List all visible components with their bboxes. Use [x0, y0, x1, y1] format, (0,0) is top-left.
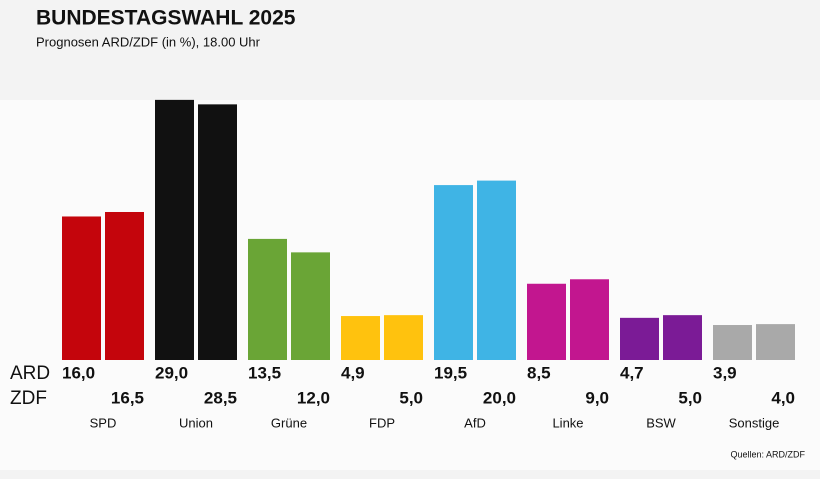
value-label: 8,5 — [527, 363, 551, 382]
category-label: Union — [179, 415, 213, 430]
category-label: BSW — [646, 415, 676, 430]
value-label: 5,0 — [399, 388, 423, 407]
value-label: 29,0 — [155, 363, 188, 382]
category-label: Sonstige — [729, 415, 780, 430]
category-label: AfD — [464, 415, 486, 430]
category-label: FDP — [369, 415, 395, 430]
value-label: 20,0 — [483, 388, 516, 407]
bar — [713, 325, 752, 360]
bar — [527, 283, 566, 360]
value-label: 13,5 — [248, 363, 281, 382]
bar — [434, 185, 473, 360]
category-label: SPD — [90, 415, 117, 430]
bar — [198, 104, 237, 360]
category-label: Linke — [552, 415, 583, 430]
series-label: ZDF — [10, 388, 47, 409]
bar — [570, 279, 609, 360]
series-label: ARD — [10, 363, 50, 384]
source: Quellen: ARD/ZDF — [730, 449, 805, 459]
value-label: 9,0 — [585, 388, 609, 407]
category-label: Grüne — [271, 415, 307, 430]
value-label: 4,0 — [771, 388, 795, 407]
value-label: 4,7 — [620, 363, 644, 382]
bar — [620, 317, 659, 360]
value-label: 12,0 — [297, 388, 330, 407]
value-label: 3,9 — [713, 363, 737, 382]
value-label: 4,9 — [341, 363, 365, 382]
bar — [248, 238, 287, 360]
bar — [384, 315, 423, 360]
value-label: 16,0 — [62, 363, 95, 382]
bar — [663, 315, 702, 360]
chart-title: BUNDESTAGSWAHL 2025 — [36, 7, 296, 30]
bar — [341, 316, 380, 360]
bar — [477, 180, 516, 360]
value-label: 16,5 — [111, 388, 144, 407]
bar — [105, 211, 144, 360]
value-label: 28,5 — [204, 388, 237, 407]
bar — [155, 99, 194, 361]
bar — [291, 252, 330, 360]
bar — [62, 216, 101, 360]
chart-subtitle: Prognosen ARD/ZDF (in %), 18.00 Uhr — [36, 34, 261, 49]
value-label: 19,5 — [434, 363, 467, 382]
value-label: 5,0 — [678, 388, 702, 407]
bar — [756, 324, 795, 360]
